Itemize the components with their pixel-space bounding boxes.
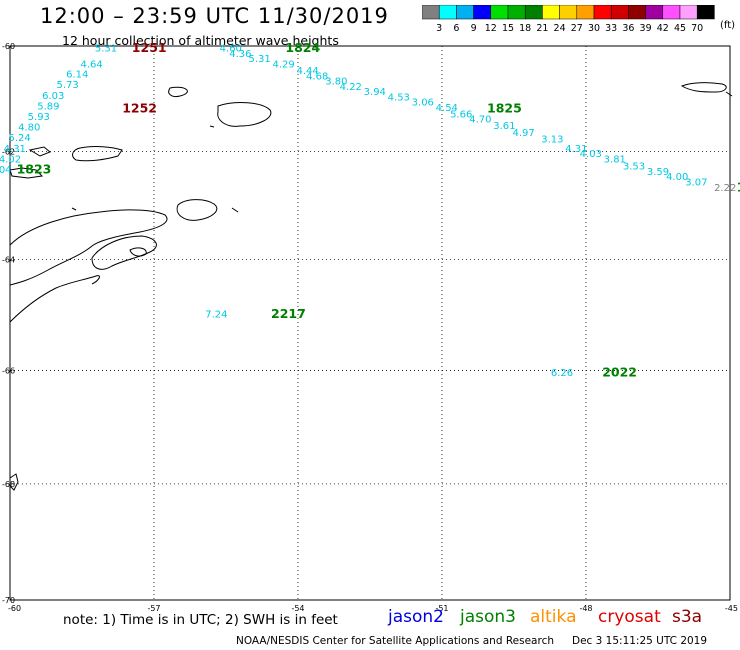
swh-value-label: 4.54 <box>436 103 458 114</box>
swh-value-label: 6.26 <box>551 368 573 379</box>
swh-value-label: 3.94 <box>364 87 386 98</box>
credit-line: NOAA/NESDIS Center for Satellite Applica… <box>236 635 725 647</box>
colorbar-tick-label: 12 <box>485 23 497 34</box>
colorbar-units: (ft) <box>720 20 736 31</box>
swh-value-label: 4.53 <box>388 92 410 103</box>
swh-value-label: 4.60 <box>220 44 242 55</box>
swh-value-label: 7.24 <box>205 310 227 321</box>
swh-value-label: 5.31 <box>95 44 117 55</box>
swh-value-label: 5.73 <box>56 80 78 91</box>
colorbar-tick-label: 70 <box>691 23 703 34</box>
longitude-label: -48 <box>579 604 592 613</box>
swh-value-label: 3.13 <box>541 135 563 146</box>
pass-time-label: 1824 <box>285 40 320 55</box>
latitude-labels: -60 -62 -64 -66 -68 -70 <box>2 42 15 605</box>
pass-time-label: 1825 <box>487 100 522 115</box>
colorbar-tick-label: 3 <box>436 23 442 34</box>
swh-value-label: 5.66 <box>450 109 472 120</box>
swh-value-label: 4.64 <box>80 59 102 70</box>
swh-value-label: 3.81 <box>604 154 626 165</box>
swh-colorbar: 3 6 9 12 15 18 21 24 27 30 33 36 39 42 45 70 <box>422 5 715 34</box>
pass-time-label: 1252 <box>122 100 157 115</box>
swh-value-label: 4.02 <box>0 154 21 165</box>
colorbar-tick-label: 42 <box>657 23 669 34</box>
swh-value-label: 2.22 <box>714 183 736 194</box>
map-subtitle: 12 hour collection of altimeter wave hei… <box>62 33 339 48</box>
legend-jason3: jason3 <box>460 607 516 627</box>
pass-time-labels: 1251 1252 1823 1824 1825 1826 2217 2022 <box>17 40 740 380</box>
colorbar-tick-label: 9 <box>471 23 477 34</box>
map-frame <box>9 45 731 601</box>
colorbar-tick-label: 24 <box>554 23 566 34</box>
map-title: 12:00 – 23:59 UTC 11/30/2019 <box>40 4 389 28</box>
latitude-label: -68 <box>2 480 15 489</box>
latitude-label: -64 <box>2 256 15 265</box>
latitude-label: -62 <box>2 147 15 156</box>
colorbar-tick-label: 33 <box>605 23 617 34</box>
swh-value-label: 6.14 <box>66 70 88 81</box>
swh-value-label: 4.36 <box>229 49 251 60</box>
swh-value-label: 4.29 <box>272 59 294 70</box>
latitude-label: -66 <box>2 366 15 375</box>
longitude-label: -60 <box>8 604 21 613</box>
longitude-label: -54 <box>291 604 304 613</box>
swh-value-label: 4.03 <box>580 149 602 160</box>
pass-time-label: 1823 <box>17 162 52 177</box>
lat-lon-grid <box>10 46 730 600</box>
colorbar-swatch <box>696 5 715 20</box>
pass-time-label: 2217 <box>271 306 306 321</box>
colorbar-tick-label: 39 <box>640 23 652 34</box>
latitude-label: -60 <box>2 42 15 51</box>
swh-value-label: 3.59 <box>647 167 669 178</box>
swh-value-label: 4.97 <box>512 128 534 139</box>
colorbar-tick-label: 36 <box>622 23 634 34</box>
swh-value-label: 3.06 <box>412 98 434 109</box>
legend-s3a: s3a <box>672 607 703 627</box>
credit-text: NOAA/NESDIS Center for Satellite Applica… <box>236 635 554 647</box>
footer-note: note: 1) Time is in UTC; 2) SWH is in fe… <box>63 612 338 628</box>
swh-value-label: 3.53 <box>623 161 645 172</box>
longitude-label: -51 <box>435 604 448 613</box>
swh-value-label: 5.24 <box>8 133 30 144</box>
legend-cryosat: cryosat <box>598 607 661 627</box>
colorbar-tick-label: 27 <box>571 23 583 34</box>
longitude-label: -45 <box>725 604 738 613</box>
colorbar-tick-label: 18 <box>519 23 531 34</box>
colorbar-tick-label: 15 <box>502 23 514 34</box>
swh-value-label: 4.31 <box>4 144 26 155</box>
swh-value-label: 3.07 <box>685 178 707 189</box>
swh-value-label: 5.31 <box>248 54 270 65</box>
pass-time-label: 2022 <box>602 365 637 380</box>
swh-value-label: 6.03 <box>42 91 64 102</box>
pass-time-label: 1826 <box>737 179 740 194</box>
legend-jason2: jason2 <box>388 607 444 627</box>
swh-value-label: 4.00 <box>666 172 688 183</box>
swh-value-label: 3.80 <box>325 77 347 88</box>
swh-value-label: 4.70 <box>469 115 491 126</box>
latitude-label: -70 <box>2 596 15 605</box>
swh-value-label: 3.61 <box>493 121 515 132</box>
pass-time-label: 1251 <box>132 40 167 55</box>
colorbar-tick-label: 6 <box>453 23 459 34</box>
colorbar-tick-label: 45 <box>674 23 686 34</box>
credit-timestamp: Dec 3 15:11:25 UTC 2019 <box>572 635 708 647</box>
longitude-label: -57 <box>147 604 160 613</box>
swh-value-label: 4.44 <box>296 66 318 77</box>
longitude-labels: -60 -57 -54 -51 -48 -45 <box>8 604 738 613</box>
swh-value-label: 4.80 <box>18 123 40 134</box>
swh-value-label: 4.04 <box>0 165 12 176</box>
swh-value-label: 4.68 <box>306 71 328 82</box>
swh-value-label: 5.89 <box>37 101 59 112</box>
coastline <box>9 82 733 491</box>
swh-value-label: 4.22 <box>340 82 362 93</box>
swh-value-label: 5.93 <box>28 112 50 123</box>
swh-value-label: 4.31 <box>565 144 587 155</box>
legend-altika: altika <box>530 607 577 627</box>
colorbar-tick-label: 30 <box>588 23 600 34</box>
colorbar-tick-label: 21 <box>536 23 548 34</box>
swh-observations: 5.314.646.145.736.035.895.934.805.244.31… <box>0 44 736 380</box>
